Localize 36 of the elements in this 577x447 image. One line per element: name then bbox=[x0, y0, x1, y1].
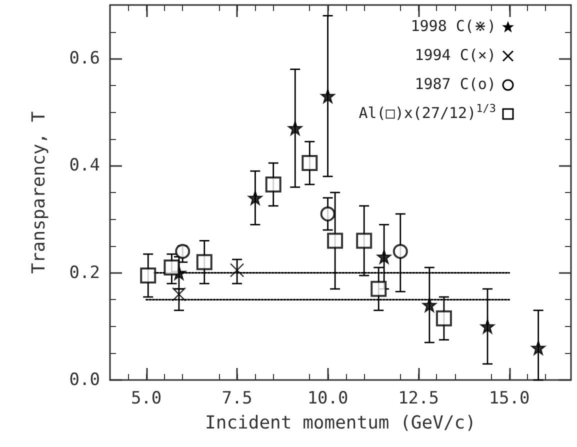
point bbox=[480, 319, 495, 334]
point bbox=[288, 121, 302, 136]
x-tick-label: 12.5 bbox=[398, 388, 440, 408]
x-tick-label: 7.5 bbox=[222, 388, 252, 408]
point bbox=[422, 298, 437, 312]
y-tick-label: 0.4 bbox=[69, 156, 100, 176]
point bbox=[356, 232, 372, 249]
point bbox=[320, 88, 335, 104]
legend-label: 1998 C(⋇) bbox=[410, 16, 496, 37]
point bbox=[436, 310, 452, 326]
x-tick-label: 10.0 bbox=[307, 388, 348, 408]
point bbox=[370, 280, 387, 297]
point bbox=[265, 176, 282, 192]
point bbox=[327, 232, 344, 249]
x-axis-title: Incident momentum (GeV/c) bbox=[205, 412, 476, 434]
point bbox=[392, 244, 408, 259]
point bbox=[531, 340, 546, 356]
point bbox=[302, 155, 318, 172]
point bbox=[196, 254, 212, 270]
y-tick-label: 0.0 bbox=[69, 370, 100, 390]
y-tick-label: 0.6 bbox=[69, 48, 100, 69]
legend-label: Al(□)x(27/12)$^{1/3}$ bbox=[358, 101, 496, 124]
x-tick-label: 5.0 bbox=[130, 388, 162, 408]
point bbox=[376, 250, 392, 264]
y-axis-title: Transparency, T bbox=[28, 111, 50, 274]
x-tick-label: 15.0 bbox=[488, 388, 530, 408]
point bbox=[248, 190, 262, 206]
point bbox=[172, 287, 186, 302]
point bbox=[164, 260, 180, 276]
point bbox=[230, 263, 244, 278]
point bbox=[320, 206, 336, 222]
legend-label: 1987 C(o) bbox=[414, 74, 496, 95]
point bbox=[175, 244, 190, 259]
point bbox=[140, 268, 156, 284]
y-tick-label: 0.2 bbox=[69, 262, 100, 283]
legend-label: 1994 C(×) bbox=[414, 45, 496, 66]
